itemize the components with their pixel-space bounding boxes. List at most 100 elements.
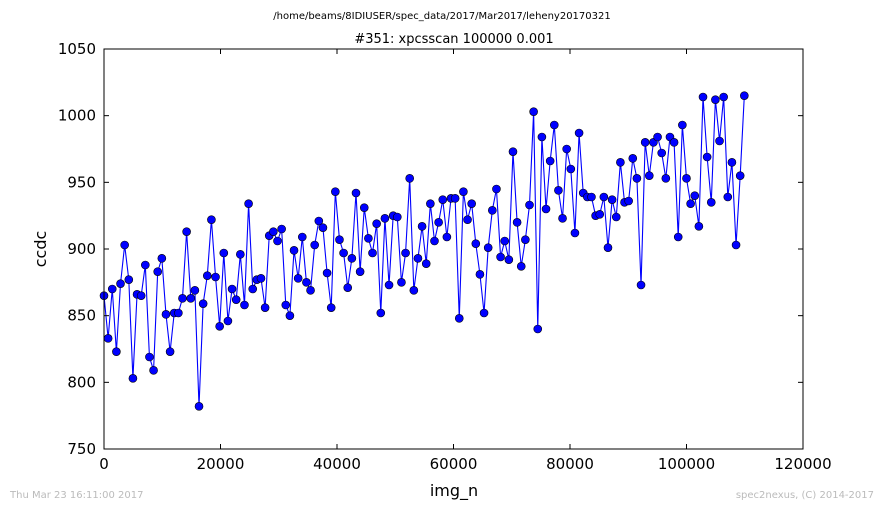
data-point	[678, 120, 687, 130]
data-point	[653, 132, 662, 142]
data-point	[107, 284, 117, 294]
data-point	[409, 286, 419, 295]
data-point	[293, 274, 303, 283]
chart-title: #351: xpcsscan 100000 0.001	[354, 32, 553, 47]
y-tick-label: 950	[67, 173, 96, 191]
data-point	[384, 280, 394, 290]
data-point	[223, 316, 233, 326]
data-point	[182, 227, 191, 236]
data-point	[719, 92, 728, 102]
data-point	[190, 286, 200, 295]
data-point	[401, 248, 410, 258]
data-point	[454, 314, 464, 323]
data-point	[405, 174, 415, 183]
data-point	[459, 187, 468, 196]
data-point	[698, 92, 708, 102]
data-point	[211, 272, 220, 282]
data-point	[215, 322, 224, 331]
data-point	[161, 310, 171, 319]
data-point	[277, 224, 286, 234]
data-point	[442, 232, 452, 242]
data-point	[174, 308, 183, 318]
y-tick-label: 750	[67, 440, 96, 458]
data-point	[343, 283, 353, 292]
y-tick-label: 800	[67, 373, 96, 391]
data-point	[136, 291, 146, 300]
y-tick-label: 1000	[58, 107, 96, 125]
data-point	[302, 278, 311, 287]
plot-area	[104, 49, 803, 449]
data-point	[314, 216, 324, 226]
x-tick-label: 60000	[430, 455, 478, 473]
data-point	[310, 240, 319, 250]
x-tick-label: 20000	[197, 455, 245, 473]
data-point	[723, 192, 733, 202]
y-axis-label: ccdc	[31, 231, 50, 268]
data-point	[430, 236, 439, 246]
data-point	[537, 132, 547, 142]
data-point	[475, 270, 485, 279]
data-point	[240, 300, 249, 310]
data-point	[364, 234, 373, 243]
data-point	[368, 248, 377, 258]
data-point	[516, 262, 526, 271]
data-point	[417, 222, 427, 231]
data-point	[112, 347, 121, 356]
data-point	[521, 235, 530, 244]
data-point	[740, 91, 749, 100]
data-point	[269, 227, 278, 236]
data-point	[145, 352, 154, 362]
data-point	[533, 324, 543, 334]
data-point	[661, 174, 671, 183]
data-point	[595, 210, 605, 219]
data-point	[479, 308, 489, 318]
data-point	[607, 195, 617, 204]
x-tick-label: 120000	[774, 455, 831, 473]
data-point	[393, 212, 402, 222]
data-point	[355, 267, 365, 276]
data-point	[711, 95, 720, 104]
data-point	[562, 144, 571, 154]
data-point	[194, 402, 204, 411]
data-point	[128, 374, 138, 383]
data-point	[512, 218, 522, 227]
data-point	[248, 284, 258, 294]
data-point	[549, 120, 559, 130]
data-point	[380, 214, 390, 223]
data-point	[149, 366, 158, 375]
series-line	[103, 95, 745, 407]
data-point	[397, 278, 406, 287]
data-point	[153, 267, 162, 276]
data-point	[558, 214, 567, 223]
data-point	[632, 174, 642, 183]
data-point	[141, 260, 150, 270]
data-point	[669, 138, 679, 147]
data-point	[702, 152, 712, 162]
x-tick-label: 80000	[546, 455, 594, 473]
data-point	[488, 206, 497, 215]
data-point	[227, 284, 237, 294]
data-point	[335, 235, 344, 244]
data-point	[587, 192, 596, 202]
data-point	[525, 200, 534, 210]
data-point	[636, 280, 646, 290]
data-point	[103, 334, 113, 343]
y-tick-label: 850	[67, 307, 96, 325]
y-tick-label: 900	[67, 240, 96, 258]
data-point	[554, 186, 563, 195]
x-axis-label: img_n	[430, 481, 478, 501]
data-point	[438, 195, 448, 204]
data-point	[599, 192, 609, 202]
data-point	[351, 188, 361, 198]
series-layer	[99, 91, 749, 411]
axes-layer: 0 20000 40000 60000 80000 100000 120000 750 800 8…	[58, 40, 832, 473]
data-point	[202, 271, 212, 280]
data-point	[657, 148, 667, 158]
data-point	[603, 243, 613, 252]
data-point	[483, 243, 493, 252]
data-point	[673, 232, 683, 242]
data-point	[727, 158, 737, 167]
data-point	[624, 196, 633, 206]
data-point	[492, 184, 501, 194]
